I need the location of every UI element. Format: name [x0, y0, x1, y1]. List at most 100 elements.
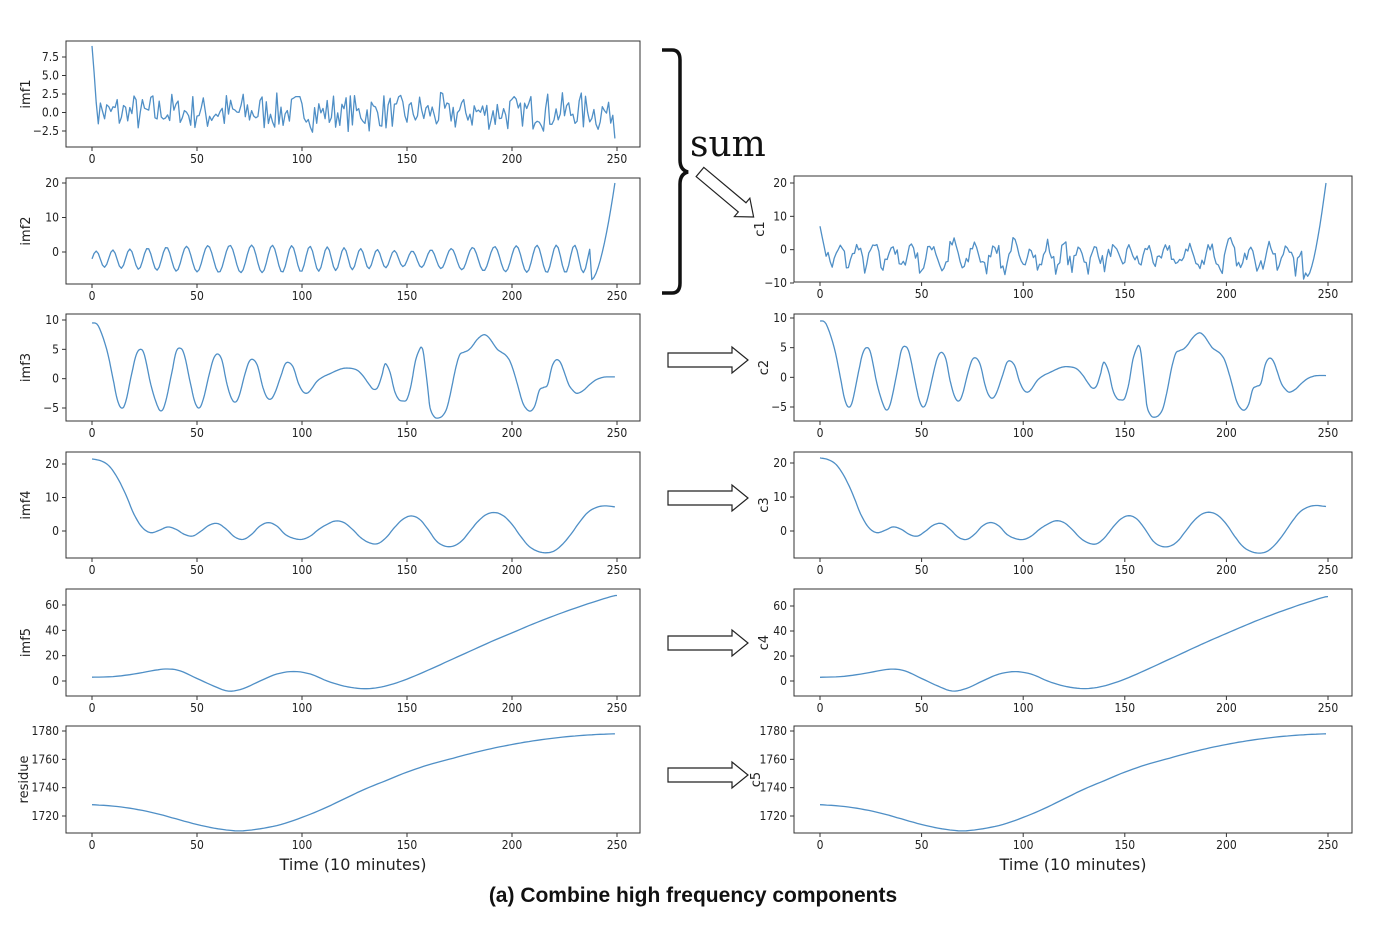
x-tick-label: 0 [817, 838, 824, 852]
y-axis-label: c2 [757, 360, 772, 375]
x-tick-label: 200 [1216, 563, 1237, 577]
y-tick-label: 10 [45, 211, 59, 225]
series-line-imf4 [91, 458, 615, 554]
xlabel-left: Time (10 minutes) [279, 855, 427, 874]
x-tick-label: 50 [915, 701, 929, 715]
y-axis-label: c1 [753, 221, 768, 236]
x-tick-label: 200 [1216, 701, 1237, 715]
y-axis-label: c3 [757, 497, 772, 512]
series-line-c5 [819, 733, 1327, 832]
y-axis-label: imf1 [19, 79, 34, 108]
y-tick-label: 1720 [760, 809, 788, 823]
panel-frame [793, 725, 1353, 834]
x-tick-label: 200 [502, 152, 523, 166]
x-tick-label: 50 [915, 287, 929, 301]
y-tick-label: 1760 [760, 752, 788, 766]
y-tick-label: 1760 [32, 752, 60, 766]
x-tick-label: 250 [607, 152, 628, 166]
panel-imf1: 0 50 100 150 200 250 7.5 5.0 2.5 0.0 −2.5 imf1 [19, 40, 641, 166]
series-line-c1 [819, 182, 1327, 280]
x-tick-label: 0 [89, 701, 96, 715]
x-tick-label: 150 [1114, 563, 1135, 577]
x-tick-label: 100 [292, 838, 313, 852]
series-line-imf1 [91, 45, 616, 139]
panel-frame [793, 175, 1353, 283]
y-tick-label: 20 [773, 649, 787, 663]
y-tick-label: 0 [52, 245, 59, 259]
arrows-layer [667, 166, 755, 790]
y-tick-label: 0 [52, 524, 59, 538]
y-tick-label: −2.5 [33, 124, 59, 138]
arrow-right-4 [667, 628, 749, 658]
y-tick-label: 40 [773, 624, 787, 638]
y-tick-label: 60 [45, 598, 59, 612]
y-tick-label: 1780 [760, 724, 788, 738]
x-tick-label: 150 [397, 289, 418, 303]
y-tick-label: 0 [780, 243, 787, 257]
y-tick-label: 40 [45, 623, 59, 637]
x-tick-label: 200 [502, 426, 523, 440]
series-line-c4 [819, 595, 1329, 692]
x-tick-label: 150 [397, 426, 418, 440]
x-tick-label: 150 [1114, 701, 1135, 715]
x-tick-label: 100 [1013, 287, 1034, 301]
y-tick-label: 5 [52, 342, 59, 356]
y-tick-label: 5.0 [42, 69, 59, 83]
x-tick-label: 0 [89, 152, 96, 166]
x-tick-label: 0 [817, 701, 824, 715]
y-tick-label: 20 [773, 456, 787, 470]
y-tick-label: 0 [52, 674, 59, 688]
panel-frame [65, 725, 641, 834]
x-tick-label: 100 [292, 701, 313, 715]
panel-frame [65, 313, 641, 422]
panel-frame [793, 451, 1353, 559]
x-tick-label: 100 [1013, 838, 1034, 852]
x-tick-label: 50 [915, 426, 929, 440]
panel-frame [793, 588, 1353, 697]
y-tick-label: 10 [773, 209, 787, 223]
x-tick-label: 0 [89, 426, 96, 440]
y-tick-label: 60 [773, 599, 787, 613]
y-tick-label: 10 [773, 311, 787, 325]
x-tick-label: 200 [1216, 838, 1237, 852]
x-tick-label: 0 [817, 287, 824, 301]
arrow-right-2 [667, 345, 749, 375]
x-tick-label: 250 [1318, 563, 1339, 577]
x-tick-label: 0 [89, 289, 96, 303]
arrow-shape [695, 166, 755, 218]
series-line-imf2 [91, 182, 616, 281]
y-axis-label: imf3 [19, 353, 34, 382]
x-tick-label: 0 [817, 426, 824, 440]
x-tick-label: 250 [607, 426, 628, 440]
x-tick-label: 100 [292, 289, 313, 303]
x-tick-label: 50 [190, 152, 204, 166]
x-tick-label: 100 [1013, 701, 1034, 715]
x-tick-label: 150 [397, 152, 418, 166]
x-tick-label: 250 [1318, 287, 1339, 301]
sum-label: sum [690, 124, 766, 165]
y-tick-label: 5 [780, 341, 787, 355]
x-tick-label: 150 [397, 701, 418, 715]
y-tick-label: 20 [773, 176, 787, 190]
y-axis-label: c4 [757, 635, 772, 650]
x-tick-label: 200 [1216, 426, 1237, 440]
x-tick-label: 50 [915, 563, 929, 577]
x-tick-label: 200 [502, 838, 523, 852]
arrow-diagonal-sum [695, 166, 755, 218]
y-tick-label: 0 [780, 524, 787, 538]
x-tick-label: 200 [1216, 287, 1237, 301]
y-axis-label: residue [17, 756, 32, 804]
x-tick-label: 150 [1114, 838, 1135, 852]
x-tick-label: 150 [1114, 426, 1135, 440]
series-line-residue [91, 733, 615, 832]
y-tick-label: 10 [45, 491, 59, 505]
y-tick-label: 0 [780, 370, 787, 384]
x-tick-label: 50 [190, 838, 204, 852]
